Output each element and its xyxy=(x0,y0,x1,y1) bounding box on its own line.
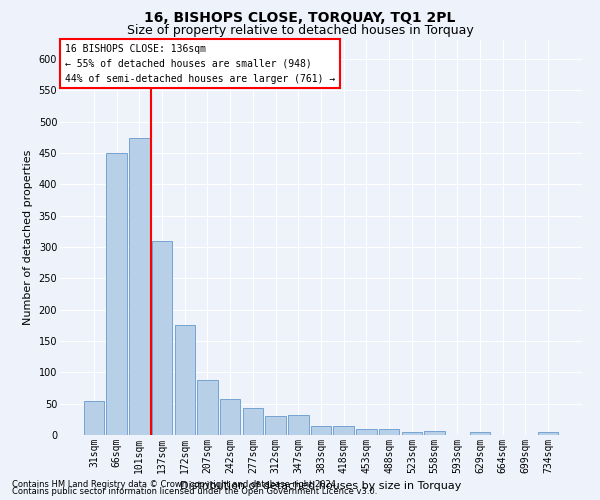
Bar xyxy=(152,240,172,435)
Bar xyxy=(84,400,104,435)
Y-axis label: Number of detached properties: Number of detached properties xyxy=(23,150,33,325)
Bar xyxy=(129,138,149,435)
X-axis label: Distribution of detached houses by size in Torquay: Distribution of detached houses by size … xyxy=(181,482,461,492)
Bar xyxy=(424,430,445,435)
Bar xyxy=(288,415,308,435)
Text: Contains HM Land Registry data © Crown copyright and database right 2024.: Contains HM Land Registry data © Crown c… xyxy=(12,480,338,489)
Text: 16, BISHOPS CLOSE, TORQUAY, TQ1 2PL: 16, BISHOPS CLOSE, TORQUAY, TQ1 2PL xyxy=(145,11,455,25)
Bar xyxy=(334,426,354,435)
Bar xyxy=(356,430,377,435)
Bar xyxy=(401,432,422,435)
Bar xyxy=(220,398,241,435)
Bar xyxy=(311,426,331,435)
Bar xyxy=(538,432,558,435)
Text: Contains public sector information licensed under the Open Government Licence v3: Contains public sector information licen… xyxy=(12,488,377,496)
Bar xyxy=(242,408,263,435)
Bar xyxy=(197,380,218,435)
Text: 16 BISHOPS CLOSE: 136sqm
← 55% of detached houses are smaller (948)
44% of semi-: 16 BISHOPS CLOSE: 136sqm ← 55% of detach… xyxy=(65,44,335,84)
Text: Size of property relative to detached houses in Torquay: Size of property relative to detached ho… xyxy=(127,24,473,37)
Bar xyxy=(470,432,490,435)
Bar xyxy=(175,326,195,435)
Bar xyxy=(106,153,127,435)
Bar xyxy=(379,428,400,435)
Bar xyxy=(265,416,286,435)
